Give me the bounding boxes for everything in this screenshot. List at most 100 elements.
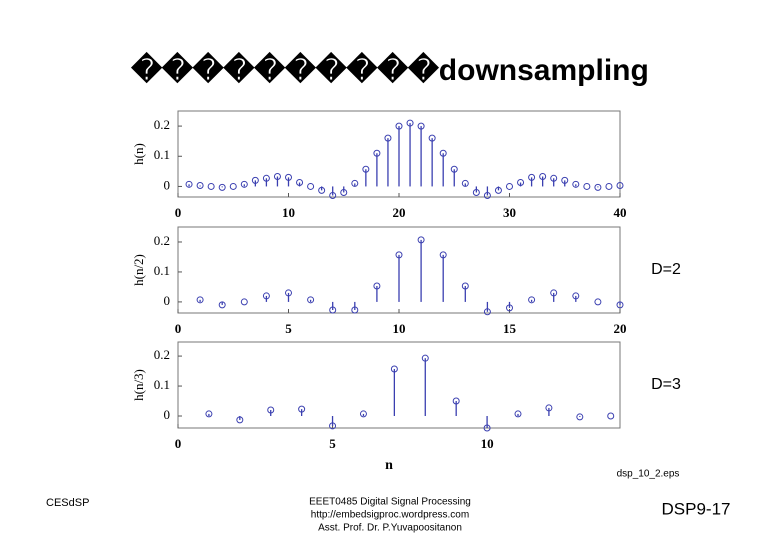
stem-marker — [428, 134, 436, 142]
y-tick-label: 0.1 — [154, 377, 170, 392]
stem-marker — [545, 404, 553, 412]
stem-marker — [207, 182, 215, 190]
footer-left: CESdSP — [46, 497, 89, 509]
x-tick-label: 0 — [175, 321, 182, 336]
stem-marker — [351, 179, 359, 187]
y-tick-label: 0.2 — [154, 233, 170, 248]
stem-marker — [362, 165, 370, 173]
stem-marker — [307, 296, 315, 304]
stem-marker — [395, 251, 403, 259]
stem-marker — [607, 412, 615, 420]
stem-marker — [307, 182, 315, 190]
stem-marker — [205, 410, 213, 418]
stem-marker — [329, 191, 337, 199]
stem-marker — [373, 149, 381, 157]
stem-marker — [517, 179, 525, 187]
y-tick-label: 0 — [164, 293, 171, 308]
stem-marker — [329, 422, 337, 430]
stem-marker — [483, 424, 491, 432]
y-tick-label: 0 — [164, 407, 171, 422]
stem-marker — [514, 410, 522, 418]
stem-marker — [218, 183, 226, 191]
source-note: dsp_10_2.eps — [617, 469, 680, 480]
x-tick-label: 5 — [329, 436, 336, 451]
x-tick-label: 5 — [285, 321, 292, 336]
y-axis-label: h(n/2) — [131, 254, 146, 286]
stem-marker — [461, 282, 469, 290]
stem-marker — [273, 172, 281, 180]
stem-marker — [576, 413, 584, 421]
x-tick-label: 10 — [393, 321, 406, 336]
x-tick-label: 0 — [175, 436, 182, 451]
stem-marker — [572, 292, 580, 300]
x-tick-label: 0 — [175, 205, 182, 220]
stem-marker — [528, 173, 536, 181]
stem-marker — [494, 186, 502, 194]
stem-marker — [351, 306, 359, 314]
stem-marker — [359, 410, 367, 418]
y-tick-label: 0 — [164, 177, 171, 192]
stem-marker — [616, 301, 624, 309]
stem-marker — [384, 134, 392, 142]
stem-marker — [196, 296, 204, 304]
stem-marker — [594, 183, 602, 191]
stem-marker — [439, 149, 447, 157]
stem-marker — [550, 174, 558, 182]
y-axis-label: h(n) — [131, 143, 146, 165]
stem-marker — [395, 122, 403, 130]
stem-marker — [196, 182, 204, 190]
x-tick-label: 10 — [481, 436, 494, 451]
x-tick-label: 30 — [503, 205, 516, 220]
stem-marker — [285, 173, 292, 181]
x-tick-label: 20 — [614, 321, 627, 336]
annotation: D=3 — [651, 376, 681, 393]
x-tick-label: 40 — [614, 205, 627, 220]
stem-marker — [240, 298, 248, 306]
stem-marker — [406, 119, 414, 127]
stem-marker — [185, 180, 193, 188]
footer-line: Asst. Prof. Dr. P.Yuvapoositanon — [318, 523, 462, 534]
stem-marker — [550, 289, 558, 297]
stem-marker — [539, 172, 547, 180]
stem-marker — [528, 296, 536, 304]
stem-marker — [483, 191, 491, 199]
footer-line: EEET0485 Digital Signal Processing — [309, 497, 471, 508]
stem-marker — [267, 406, 275, 414]
x-tick-label: 20 — [393, 205, 406, 220]
stem-marker — [296, 179, 304, 187]
footer-line: http://embedsigproc.wordpress.com — [311, 510, 469, 521]
stem-marker — [439, 251, 447, 259]
y-tick-label: 0.2 — [154, 117, 170, 132]
stem-marker — [240, 180, 248, 188]
y-axis-label: h(n/3) — [131, 369, 146, 401]
stem-marker — [572, 180, 580, 188]
footer-right: DSP9-17 — [662, 499, 731, 518]
slide-title: ����������downsampling — [130, 51, 649, 87]
stem-marker — [251, 176, 259, 184]
stem-marker — [452, 397, 460, 405]
stem-marker — [461, 179, 469, 187]
stem-marker — [218, 301, 226, 309]
stem-marker — [329, 306, 337, 314]
x-axis-label: n — [385, 458, 393, 473]
y-tick-label: 0.2 — [154, 347, 170, 362]
stem-marker — [417, 236, 425, 244]
stem-marker — [583, 182, 591, 190]
x-tick-label: 15 — [503, 321, 517, 336]
plot-frame — [177, 341, 621, 429]
stem-marker — [472, 188, 480, 196]
stem-marker — [594, 298, 602, 306]
stem-marker — [506, 182, 513, 190]
stem-marker — [561, 176, 569, 184]
annotation: D=2 — [651, 261, 681, 278]
stem-marker — [506, 304, 513, 312]
y-tick-label: 0.1 — [154, 263, 170, 278]
stem-marker — [421, 354, 429, 362]
stem-marker — [373, 282, 381, 290]
stem-marker — [229, 182, 237, 190]
stem-marker — [417, 122, 425, 130]
x-tick-label: 10 — [282, 205, 295, 220]
stem-marker — [483, 308, 491, 316]
stem-marker — [450, 165, 458, 173]
